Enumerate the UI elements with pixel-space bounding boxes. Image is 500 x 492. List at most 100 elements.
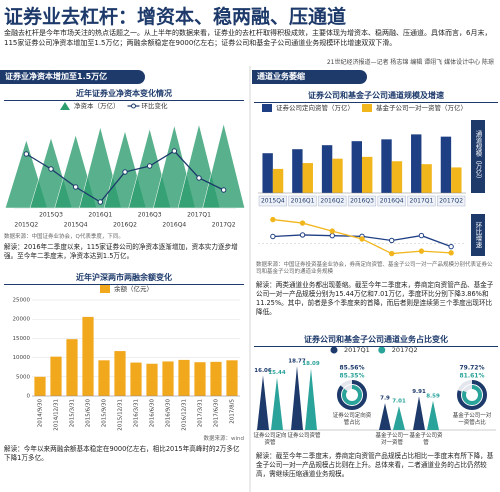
page-title: 证券业去杠杆：增资本、稳两融、压通道 <box>4 6 347 28</box>
side-label-box <box>471 214 485 256</box>
section-heading: 通道业务萎缩 <box>252 70 367 84</box>
share-caption: 证券公司定向资管占比 <box>332 413 372 426</box>
byline: 21世纪经济报道—记者 杨志锦 编辑 谭翊飞 媒体设计中心 陈璟 <box>326 59 494 66</box>
x-tick-cell <box>437 195 466 207</box>
note: 解读：今年以来两融余额基本稳定在9000亿左右，相比2015年高峰时的2万多亿下… <box>4 445 240 462</box>
bar <box>451 167 462 193</box>
chart-title: 近年沪深两市两融余额变化 <box>4 272 244 285</box>
x-tick-label: 2016Q3 <box>138 212 162 219</box>
x-tick-label: 2016Q2 <box>320 198 344 205</box>
share-caption: 基金子公司一对一资管占比 <box>452 413 492 426</box>
line-point <box>122 169 128 175</box>
growth-line-point <box>270 233 276 240</box>
bar <box>178 359 190 396</box>
value-label: 8.59 <box>426 393 440 399</box>
note: 解读：两类通道业务都出现萎缩。截至今年二季度末，券商定向资管产品、基金子公司一对… <box>256 281 494 316</box>
y-tick-label: 5000 <box>16 374 30 380</box>
chart-title: 证券公司和基金子公司通道规模及增速 <box>254 90 498 103</box>
share-label: 79.72% <box>460 365 485 372</box>
x-tick-label: 2015/9/30 <box>102 399 108 428</box>
growth-line-point <box>418 248 425 254</box>
spike-bar <box>413 396 425 430</box>
category-label: 基金子公司一对一资管 <box>375 433 409 446</box>
legend-swatch <box>60 102 70 110</box>
spike-bar <box>427 400 439 430</box>
bar <box>351 141 362 193</box>
legend-swatch <box>262 104 272 112</box>
x-tick-label: 2014/12/31 <box>54 399 60 431</box>
bar <box>421 164 432 193</box>
x-tick-label: 2017/8/5 <box>230 399 236 424</box>
x-tick-label: 2016Q2 <box>113 222 137 229</box>
side-label-box <box>471 120 485 193</box>
line-point <box>23 151 30 157</box>
value-label: 18.77 <box>288 359 306 365</box>
growth-line-point <box>270 216 276 223</box>
legend-label: 基金子公司一对一资管（万亿） <box>376 103 467 112</box>
side-label: 通道规模（万亿） <box>474 129 482 182</box>
x-tick-label: 2017Q2 <box>439 198 463 205</box>
x-tick-cell <box>407 195 436 207</box>
line-point <box>97 199 104 205</box>
bar <box>391 161 403 193</box>
share-label: 85.35% <box>340 373 365 380</box>
value-label: 16.06 <box>254 368 272 374</box>
line-point <box>48 166 54 172</box>
x-tick-cell <box>347 195 377 207</box>
x-tick-label: 2017/6/30 <box>214 399 220 428</box>
bar <box>302 163 313 193</box>
x-tick-label: 2017Q2 <box>212 222 236 229</box>
growth-line-point <box>299 220 306 226</box>
bar <box>210 361 222 396</box>
bar <box>292 149 303 193</box>
bar <box>114 351 126 396</box>
bar <box>440 136 452 193</box>
spike-bar <box>271 377 283 430</box>
bar <box>226 360 238 396</box>
category-label: 基金子公司资管 <box>409 433 443 446</box>
legend-label: 2017Q2 <box>392 346 418 354</box>
x-tick-label: 2016/6/30 <box>150 399 156 428</box>
legend-label: 证券公司定向资管（万亿） <box>276 103 354 112</box>
bar <box>130 362 142 396</box>
y-tick-label: 15000 <box>13 336 31 342</box>
legend-label: 环比变化 <box>142 101 169 110</box>
bar <box>194 362 206 396</box>
bar <box>50 356 62 396</box>
bar <box>98 360 110 396</box>
growth-line-point <box>359 236 365 242</box>
x-tick-label: 2016Q1 <box>291 198 315 205</box>
y-tick-label: 0 <box>27 394 31 400</box>
x-tick-label: 2016/9/30 <box>166 399 172 428</box>
category-label: 证券公司资管 <box>287 433 321 439</box>
x-tick-label: 2017Q1 <box>187 212 211 219</box>
y-tick-label: 20000 <box>13 317 31 323</box>
donut-arc <box>457 380 487 410</box>
spike-bar <box>305 368 317 430</box>
bar <box>34 376 46 396</box>
growth-line-point <box>448 243 454 250</box>
spike-bar <box>379 403 391 430</box>
section-heading: 证券业净资本增加至1.5万亿 <box>0 70 145 84</box>
legend-swatch <box>330 346 338 354</box>
x-tick-label: 2015Q3 <box>39 212 63 219</box>
line-point <box>220 187 227 193</box>
value-label: 7.9 <box>380 396 390 402</box>
legend-swatch <box>131 103 136 109</box>
bar <box>66 339 78 396</box>
bar <box>332 158 343 193</box>
growth-line-point <box>329 232 335 239</box>
bar <box>362 156 373 193</box>
legend-swatch <box>100 285 110 293</box>
value-label: 7.01 <box>392 399 406 405</box>
growth-line-point <box>299 232 306 238</box>
legend-label: 2017Q1 <box>344 346 370 354</box>
note: 解读：2016年二季度以来，115家证券公司的净资本逐渐增加，资本实力逐步增强。… <box>4 243 238 260</box>
legend-label: 净资本（万亿） <box>74 101 120 110</box>
bar <box>381 139 392 193</box>
share-label: 85.56% <box>340 365 365 372</box>
x-tick-label: 2015Q4 <box>64 222 88 229</box>
source: 数据来源：中国证券业协会，Q代表季度，下同。 <box>4 234 124 240</box>
